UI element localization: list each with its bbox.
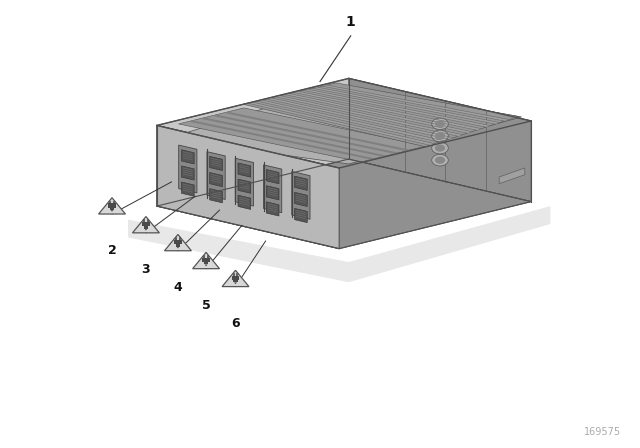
Polygon shape [234, 282, 237, 284]
Polygon shape [145, 228, 147, 231]
Text: 6: 6 [231, 317, 240, 330]
Polygon shape [233, 280, 238, 282]
Polygon shape [210, 172, 223, 187]
Polygon shape [313, 87, 500, 124]
Polygon shape [202, 258, 210, 262]
Polygon shape [109, 207, 115, 210]
Polygon shape [99, 198, 125, 214]
Polygon shape [204, 262, 209, 264]
Circle shape [435, 120, 445, 127]
Polygon shape [238, 195, 251, 210]
Polygon shape [238, 163, 251, 177]
Polygon shape [108, 203, 116, 207]
Polygon shape [285, 94, 472, 133]
Polygon shape [179, 108, 426, 162]
Polygon shape [292, 172, 310, 219]
Polygon shape [236, 158, 253, 206]
Polygon shape [248, 102, 435, 145]
Circle shape [432, 130, 448, 142]
Polygon shape [266, 202, 279, 216]
Polygon shape [181, 150, 194, 164]
Polygon shape [266, 169, 279, 184]
Polygon shape [205, 264, 207, 267]
Polygon shape [166, 85, 522, 164]
Polygon shape [210, 156, 223, 171]
Circle shape [432, 142, 448, 154]
Polygon shape [157, 159, 531, 249]
Text: 2: 2 [108, 244, 116, 257]
Polygon shape [188, 121, 375, 159]
Polygon shape [157, 125, 339, 249]
Polygon shape [276, 96, 463, 136]
Polygon shape [143, 226, 148, 228]
Polygon shape [200, 117, 387, 157]
Polygon shape [157, 125, 332, 247]
Polygon shape [177, 246, 179, 249]
Polygon shape [157, 78, 531, 168]
Polygon shape [322, 85, 509, 121]
Polygon shape [174, 240, 182, 244]
Polygon shape [164, 234, 191, 251]
Circle shape [432, 118, 448, 130]
Polygon shape [349, 78, 531, 202]
Text: 4: 4 [173, 281, 182, 294]
Polygon shape [266, 185, 279, 200]
Polygon shape [232, 276, 239, 280]
Circle shape [432, 154, 448, 166]
Polygon shape [207, 152, 225, 199]
Polygon shape [222, 270, 249, 287]
Polygon shape [294, 208, 307, 223]
Polygon shape [210, 189, 223, 203]
Polygon shape [294, 192, 307, 207]
Polygon shape [294, 176, 307, 190]
Polygon shape [111, 210, 113, 212]
Circle shape [435, 144, 445, 151]
Polygon shape [243, 83, 518, 147]
Circle shape [435, 156, 445, 164]
Polygon shape [257, 100, 444, 142]
Polygon shape [132, 216, 159, 233]
Polygon shape [212, 115, 399, 154]
Text: 5: 5 [202, 299, 211, 312]
Circle shape [435, 133, 445, 140]
Polygon shape [142, 222, 150, 226]
Polygon shape [238, 179, 251, 194]
Polygon shape [303, 89, 490, 127]
Polygon shape [193, 252, 220, 269]
Polygon shape [128, 206, 550, 282]
Polygon shape [264, 165, 282, 213]
Polygon shape [181, 166, 194, 180]
Polygon shape [294, 91, 481, 130]
Polygon shape [157, 125, 339, 249]
Polygon shape [266, 98, 453, 139]
Text: 169575: 169575 [584, 427, 621, 437]
Polygon shape [181, 182, 194, 196]
Text: 1: 1 [346, 15, 356, 29]
Polygon shape [499, 168, 525, 184]
Polygon shape [223, 112, 411, 151]
Text: 3: 3 [141, 263, 150, 276]
Polygon shape [179, 145, 197, 193]
Polygon shape [175, 244, 180, 246]
